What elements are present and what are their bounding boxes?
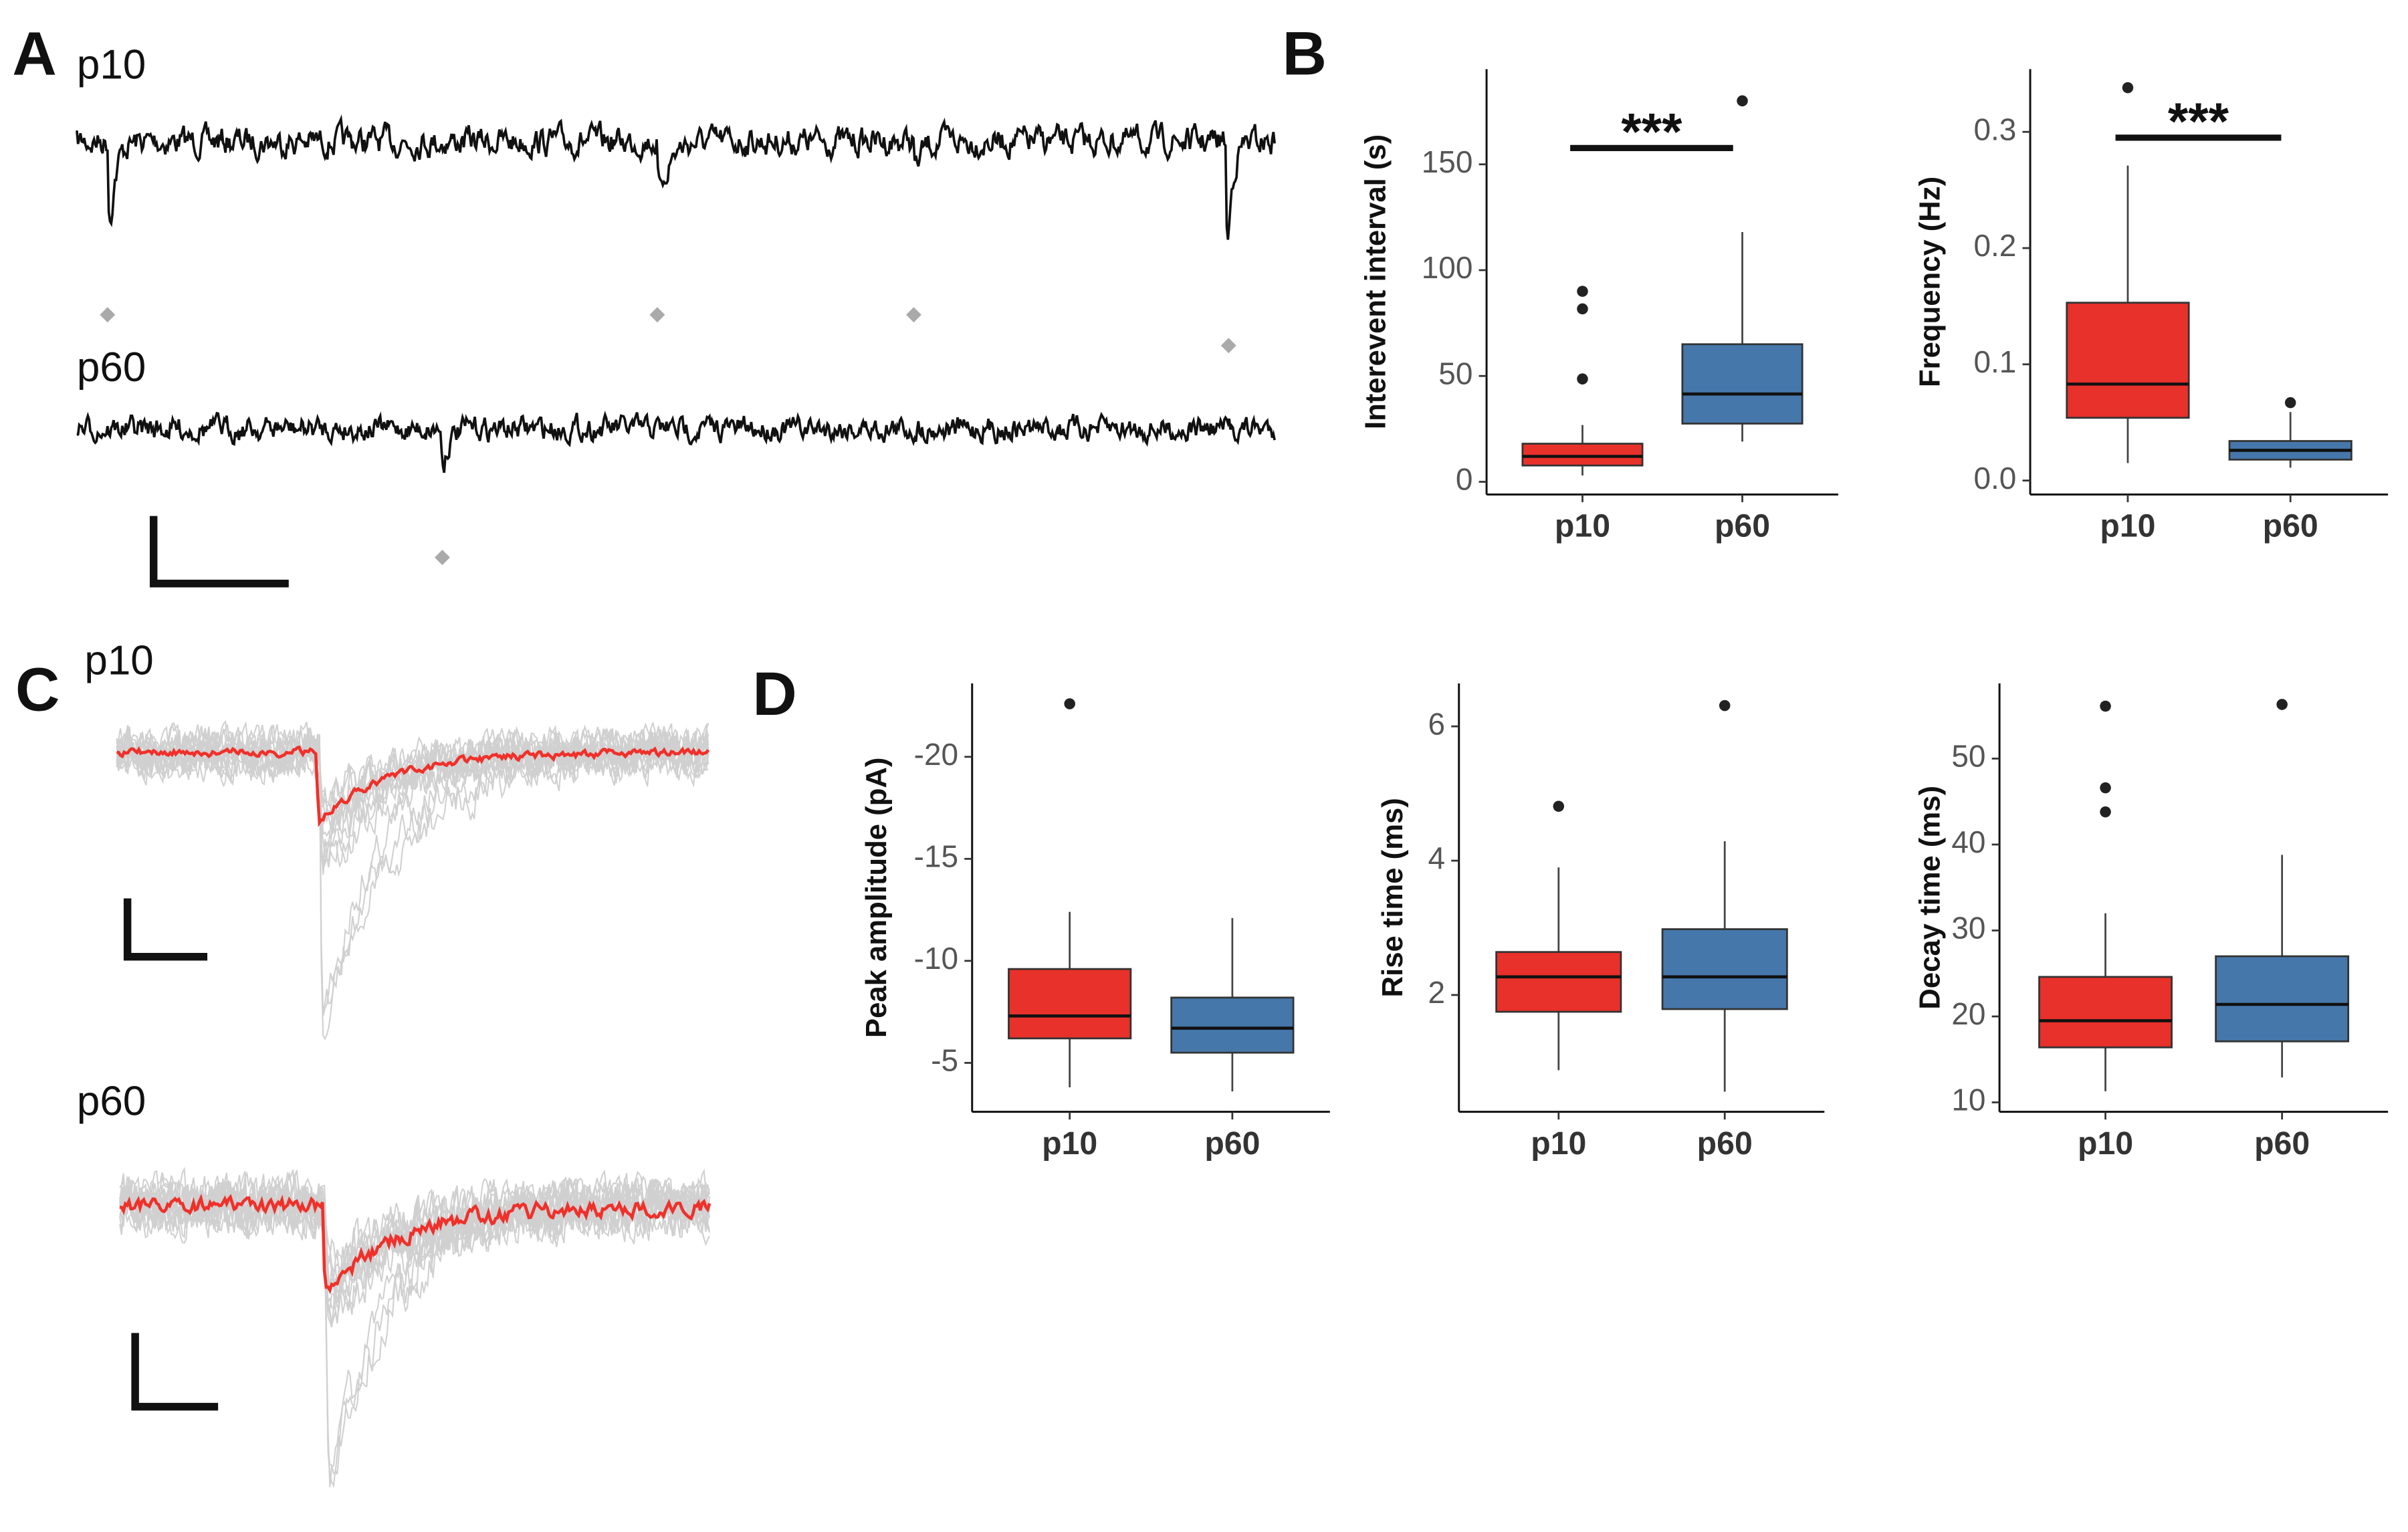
- outlier: [2284, 397, 2296, 409]
- outlier: [1064, 698, 1075, 709]
- trace: [76, 411, 1276, 473]
- x-tick-label: p60: [1697, 1125, 1753, 1162]
- outlier: [2122, 82, 2134, 94]
- y-tick-label: 2: [1428, 975, 1446, 1010]
- box: [2066, 302, 2190, 419]
- event-marker: [1220, 338, 1236, 354]
- y-tick-label: 10: [1951, 1083, 1985, 1117]
- outlier: [2100, 806, 2111, 818]
- y-axis-title: Frequency (Hz): [1914, 177, 1947, 387]
- scale-bar: [131, 1333, 219, 1411]
- y-tick-label: -15: [914, 839, 958, 873]
- trace-label: p60: [77, 1079, 146, 1125]
- x-tick-label: p10: [2100, 508, 2155, 544]
- x-tick-label: p60: [2254, 1125, 2310, 1162]
- y-tick-label: 6: [1428, 706, 1446, 741]
- trace-label: p10: [77, 41, 146, 88]
- x-tick-label: p10: [1555, 508, 1610, 544]
- outlier: [1719, 699, 1731, 712]
- box: [2215, 955, 2350, 1043]
- event-marker: [434, 550, 450, 566]
- outlier: [2276, 699, 2288, 710]
- y-axis-title: Peak amplitude (pA): [861, 758, 893, 1038]
- y-tick-label: -5: [931, 1043, 958, 1078]
- box: [1170, 996, 1295, 1054]
- trace: [76, 114, 1276, 240]
- y-tick-label: 100: [1422, 250, 1473, 285]
- traces: [76, 114, 1276, 1489]
- outlier: [1577, 286, 1588, 297]
- scale-bar: [149, 516, 289, 588]
- outlier: [1577, 303, 1588, 315]
- y-tick-label: -10: [914, 941, 958, 976]
- outlier: [2100, 782, 2111, 794]
- y-axis-title: Interevent interval (s): [1360, 134, 1392, 429]
- outlier: [2100, 700, 2111, 712]
- box: [1495, 951, 1622, 1013]
- y-axis-title: Rise time (ms): [1377, 798, 1409, 997]
- trace: [119, 1193, 712, 1294]
- y-tick-label: 0.2: [1974, 228, 2017, 263]
- y-tick-label: 50: [1951, 739, 1985, 774]
- trace-label: p10: [84, 637, 153, 683]
- trace-label: p60: [77, 344, 146, 391]
- outlier: [1737, 95, 1748, 107]
- x-tick-label: p10: [2078, 1125, 2133, 1162]
- trace: [116, 730, 709, 813]
- panel-label: A: [12, 20, 56, 88]
- x-tick-label: p10: [1531, 1125, 1586, 1162]
- y-tick-label: 20: [1951, 996, 1985, 1031]
- x-tick-label: p60: [1715, 508, 1770, 544]
- y-axis-title: Decay time (ms): [1914, 786, 1947, 1010]
- event-marker: [905, 307, 921, 323]
- panel-label: D: [752, 660, 796, 728]
- box: [1661, 928, 1788, 1010]
- box: [1521, 443, 1644, 467]
- y-tick-label: 0.0: [1974, 461, 2017, 496]
- box: [1681, 343, 1803, 425]
- significance-label: ***: [2168, 92, 2229, 150]
- trace: [116, 726, 709, 1041]
- x-tick-label: p60: [1204, 1125, 1260, 1162]
- trace: [116, 720, 709, 875]
- significance-label: ***: [1621, 102, 1682, 161]
- x-tick-label: p10: [1042, 1125, 1097, 1162]
- trace: [116, 745, 710, 827]
- scale-bar: [123, 898, 208, 961]
- event-marker: [100, 307, 116, 323]
- trace: [119, 1168, 710, 1475]
- y-tick-label: 0.3: [1974, 112, 2017, 146]
- panel-label: B: [1283, 20, 1327, 88]
- y-tick-label: 4: [1428, 841, 1446, 875]
- box: [1008, 968, 1132, 1040]
- outlier: [1577, 373, 1588, 385]
- trace: [119, 1170, 710, 1299]
- y-tick-label: 50: [1438, 356, 1472, 391]
- box: [2038, 976, 2173, 1049]
- panel-label: C: [15, 655, 60, 724]
- x-tick-label: p60: [2263, 508, 2318, 544]
- y-tick-label: 0.1: [1974, 344, 2017, 379]
- y-tick-label: 0: [1456, 462, 1473, 497]
- y-tick-label: 30: [1951, 911, 1985, 946]
- outlier: [1553, 800, 1565, 812]
- y-tick-label: -20: [914, 737, 958, 772]
- y-tick-label: 150: [1422, 144, 1473, 179]
- event-marker: [649, 307, 665, 323]
- y-tick-label: 40: [1951, 825, 1985, 859]
